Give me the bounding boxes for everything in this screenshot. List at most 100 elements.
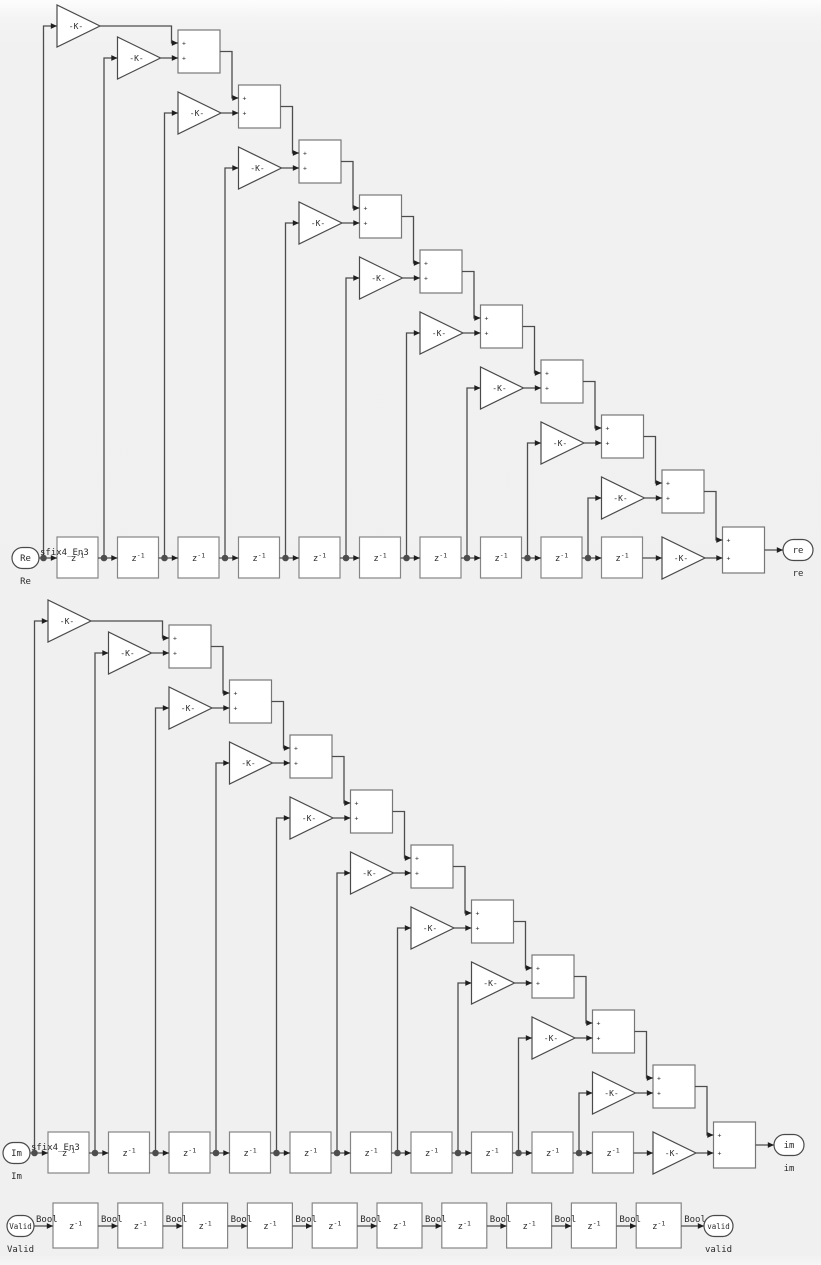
im-unit-delay-5[interactable] [289,1131,332,1174]
valid-unit-delay-8[interactable] [506,1202,553,1249]
re-sum-7[interactable] [540,359,584,404]
sum-plus-sign: + [485,329,489,337]
sum-plus-sign: + [536,979,540,987]
outport-im[interactable] [773,1133,805,1157]
im-unit-delay-6[interactable] [349,1131,393,1174]
tap-wire [587,497,602,558]
signal-wire [211,645,230,694]
valid-unit-delay-1[interactable] [52,1202,99,1249]
im-sum-6[interactable] [470,899,515,944]
inport-im[interactable] [2,1141,31,1165]
signal-wire [341,160,360,209]
inport-valid[interactable] [6,1214,35,1238]
arrowhead-icon [630,1223,637,1229]
arrowhead-icon [465,925,472,931]
re-unit-delay-6[interactable] [358,536,402,579]
re-sum-10[interactable] [721,526,766,574]
valid-signal-type-label: Bool [425,1215,447,1225]
im-unit-delay-1[interactable] [47,1131,90,1174]
arrowhead-icon [353,275,360,281]
re-unit-delay-8[interactable] [479,536,523,579]
re-sum-4[interactable] [358,194,403,239]
im-sum-5[interactable] [410,844,454,889]
valid-signal-type-label: Bool [295,1215,317,1225]
wire-junction-dot [342,554,350,562]
im-sum-3[interactable] [289,734,333,779]
sum-plus-sign: + [364,219,368,227]
signal-wire [271,700,290,749]
arrowhead-icon [162,705,169,711]
arrowhead-icon [586,1035,593,1041]
im-unit-delay-7[interactable] [410,1131,453,1174]
valid-signal-type-label: Bool [166,1215,188,1225]
gain-label: -K- [129,54,143,63]
sum-plus-sign: + [606,424,610,432]
im-sum-9[interactable] [652,1064,696,1109]
re-sum-8[interactable] [600,414,645,459]
unit-delay-label: z-1 [606,1147,619,1160]
im-sum-7[interactable] [531,954,575,999]
im-sum-1[interactable] [168,624,212,669]
re-sum-9[interactable] [661,469,705,514]
arrowhead-icon [292,150,299,156]
valid-unit-delay-7[interactable] [441,1202,488,1249]
im-sum-4[interactable] [349,789,394,834]
arrowhead-icon [525,1150,532,1156]
arrowhead-icon [171,110,178,116]
unit-delay-label: z-1 [522,1220,535,1233]
arrowhead-icon [50,23,57,29]
re-sum-2[interactable] [237,84,282,129]
gain-label: -K- [190,109,204,118]
im-sum-2[interactable] [228,679,273,724]
inport-re[interactable] [11,546,40,570]
valid-unit-delay-3[interactable] [182,1202,229,1249]
wire-junction-dot [282,554,289,562]
sum-plus-sign: + [294,759,298,767]
arrowhead-icon [232,165,239,171]
valid-unit-delay-6[interactable] [376,1202,423,1249]
arrowhead-icon [111,555,118,561]
sum-plus-sign: + [303,149,307,157]
arrowhead-icon [465,910,472,916]
sum-plus-sign: + [666,479,670,487]
arrowhead-icon [595,555,602,561]
re-sum-5[interactable] [419,249,463,294]
re-signal-type-label: sfix4_En3 [40,548,89,558]
tap-wire [224,167,239,558]
arrowhead-icon [223,1150,230,1156]
arrowhead-icon [474,330,481,336]
valid-unit-delay-9[interactable] [570,1202,618,1249]
gain-label: -K- [483,979,497,988]
arrowhead-icon [413,260,420,266]
inport-valid-caption: Valid [7,1245,34,1255]
im-signal-type-label: sfix4_En3 [31,1143,80,1153]
arrowhead-icon [223,705,230,711]
re-unit-delay-9[interactable] [540,536,583,579]
outport-re[interactable] [782,538,814,562]
im-sum-8[interactable] [591,1009,636,1054]
arrowhead-icon [162,1150,169,1156]
re-sum-1[interactable] [177,29,221,74]
wire-junction-dot [100,554,108,562]
im-unit-delay-10[interactable] [591,1131,635,1174]
re-sum-3[interactable] [298,139,342,184]
im-sum-10[interactable] [712,1121,757,1169]
arrowhead-icon [176,1223,183,1229]
unit-delay-label: z-1 [652,1220,665,1233]
arrowhead-icon [353,205,360,211]
sum-plus-sign: + [234,689,238,697]
re-unit-delay-10[interactable] [600,536,644,579]
im-filter-section: z-1 z-1 z-1 z-1 z-1 z-1 z-1 z-1 z-1 z-1 -K- -K- -K- -… [2,599,805,1182]
outport-valid[interactable] [703,1214,734,1238]
arrowhead-icon [534,385,541,391]
re-sum-6[interactable] [479,304,524,349]
unit-delay-label: z-1 [425,1147,438,1160]
gain-label: -K- [311,219,325,228]
outport-valid-caption: valid [705,1245,732,1255]
outport-re-caption: re [793,569,804,579]
arrowhead-icon [292,555,299,561]
unit-delay-label: z-1 [198,1220,211,1233]
unit-delay-label: z-1 [192,552,205,565]
arrowhead-icon [283,1150,290,1156]
